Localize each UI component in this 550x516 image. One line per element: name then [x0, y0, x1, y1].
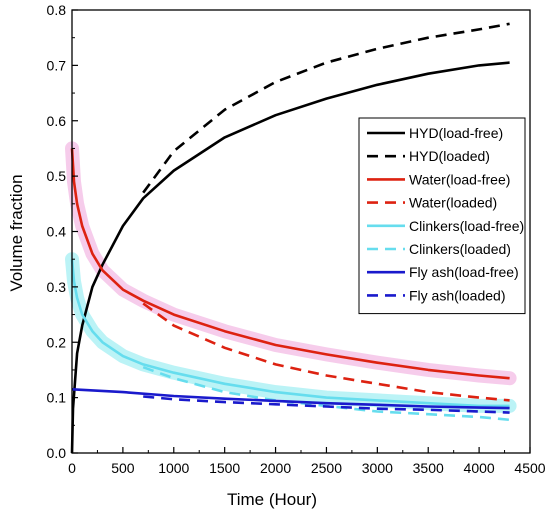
- x-tick-label-8: 4000: [464, 460, 495, 476]
- series-line-6: [71, 388, 510, 410]
- legend-label-4: Clinkers(load-free): [409, 218, 524, 234]
- series-line-7: [143, 395, 510, 414]
- x-tick-label-2: 1000: [158, 460, 189, 476]
- x-tick-label-4: 2000: [260, 460, 291, 476]
- x-tick-label-6: 3000: [362, 460, 393, 476]
- legend-label-0: HYD(load-free): [409, 125, 503, 141]
- legend-label-2: Water(load-free): [409, 171, 510, 187]
- x-tick-label-7: 3500: [413, 460, 444, 476]
- y-tick-label-7: 0.7: [47, 57, 67, 73]
- legend-box: [358, 117, 526, 315]
- x-tick-label-9: 4500: [514, 460, 545, 476]
- legend-label-1: HYD(loaded): [409, 148, 490, 164]
- legend-label-7: Fly ash(loaded): [409, 287, 506, 303]
- series-line-4: [70, 259, 510, 408]
- y-tick-label-2: 0.2: [47, 334, 67, 350]
- x-tick-label-1: 500: [111, 460, 135, 476]
- x-tick-label-5: 2500: [311, 460, 342, 476]
- legend-label-5: Clinkers(loaded): [409, 241, 511, 257]
- series-line-3: [142, 302, 510, 402]
- plot-area: 0 500 1000 1500 2000 2500 3000 3500 4000 4500 0.0 0…: [47, 2, 546, 476]
- x-axis-title: Time (Hour): [227, 490, 317, 509]
- y-tick-label-6: 0.6: [47, 113, 67, 129]
- y-tick-label-3: 0.3: [47, 279, 67, 295]
- y-tick-label-4: 0.4: [47, 224, 67, 240]
- y-axis-title: Volume fraction: [7, 174, 26, 291]
- x-tick-label-0: 0: [68, 460, 76, 476]
- series-line-2: [70, 148, 510, 380]
- y-tick-label-1: 0.1: [47, 390, 67, 406]
- series-line-1: [142, 22, 510, 194]
- series-line-0: [70, 61, 510, 454]
- legend-label-6: Fly ash(load-free): [409, 264, 519, 280]
- y-tick-label-5: 0.5: [47, 168, 67, 184]
- x-tick-label-3: 1500: [209, 460, 240, 476]
- y-tick-label-8: 0.8: [47, 2, 67, 18]
- y-tick-label-0: 0.0: [47, 445, 67, 461]
- legend-label-3: Water(loaded): [409, 195, 497, 211]
